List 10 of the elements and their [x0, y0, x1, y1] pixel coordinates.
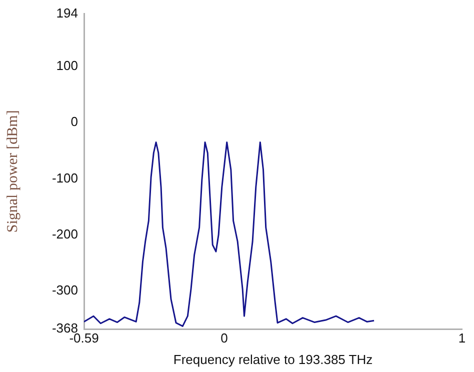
x-tick-label: 0 — [220, 330, 228, 346]
x-tick-label: 1 — [458, 330, 466, 346]
y-tick-label: 100 — [56, 58, 78, 74]
y-tick-label: -300 — [52, 282, 78, 298]
y-tick-label: -200 — [52, 226, 78, 242]
y-tick-label: 0 — [70, 114, 78, 130]
y-tick-label: -100 — [52, 170, 78, 186]
y-axis-title: Signal power [dBm] — [4, 110, 21, 233]
y-tick-label: 194 — [56, 5, 78, 20]
x-axis-title: Frequency relative to 193.385 THz — [173, 352, 373, 367]
